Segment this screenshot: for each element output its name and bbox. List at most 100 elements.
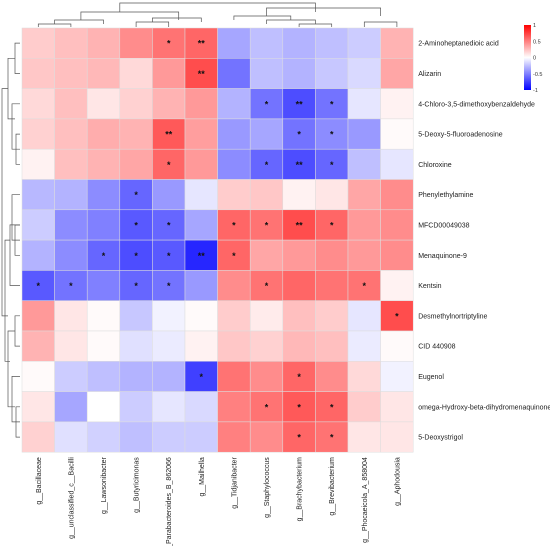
significance-star: * <box>363 281 367 291</box>
significance-star: * <box>265 99 269 109</box>
significance-stars: * ***** ** *** * ** * ** *** * * * ** ** * * ** ** * * * * ***… <box>37 39 400 443</box>
heatmap-cell <box>21 361 55 392</box>
dendrogram-branch <box>14 42 20 74</box>
heatmap-cell <box>282 239 316 271</box>
heatmap-cell <box>54 27 88 59</box>
row-label: omega-Hydroxy-beta-dihydromenaquinone-9 <box>418 404 550 411</box>
heatmap-cell <box>184 179 218 211</box>
heatmap-cell <box>152 88 186 120</box>
heatmap-cell <box>54 239 88 271</box>
dendrogram-branch <box>11 194 20 241</box>
column-label: g__Brachybacterium <box>297 457 304 521</box>
heatmap-cell <box>21 88 55 120</box>
heatmap-cell <box>184 391 218 423</box>
heatmap-cell <box>54 179 88 211</box>
heatmap-cell <box>119 27 153 59</box>
significance-star: * <box>37 281 41 291</box>
heatmap-cell <box>217 179 251 211</box>
heatmap-cell <box>282 361 316 392</box>
dendrogram-branch <box>1 88 8 317</box>
heatmap-cell <box>86 88 121 120</box>
heatmap-cell <box>249 148 284 180</box>
column-label: g__Phocaeicola_A_858004 <box>362 457 369 543</box>
heatmap-cell <box>249 179 284 211</box>
significance-star: * <box>134 190 138 200</box>
dendrogram-branch <box>135 21 170 27</box>
heatmap-cell <box>21 27 55 59</box>
heatmap-cell <box>21 421 55 453</box>
significance-star: ** <box>296 220 304 230</box>
column-label: g__Parabacteroides_B_862066 <box>166 457 173 546</box>
color-legend-tick: 0 <box>533 56 536 62</box>
heatmap-cell <box>347 421 381 453</box>
dendrogram-branch <box>7 57 15 120</box>
heatmap-cell <box>152 361 186 392</box>
significance-star: * <box>167 39 171 49</box>
significance-star: ** <box>165 130 173 140</box>
heatmap-cell <box>282 58 316 89</box>
row-label: MFCD00049038 <box>418 222 469 229</box>
heatmap-cell <box>347 58 381 89</box>
row-label: 4-Chloro-3,5-dimethoxybenzaldehyde <box>418 101 535 108</box>
heatmap-cell <box>347 300 381 332</box>
heatmap-cell <box>347 239 381 271</box>
heatmap-cell <box>315 148 349 180</box>
dendrogram-branch <box>54 19 104 24</box>
heatmap-cell <box>315 27 349 59</box>
heatmap-cell <box>347 391 381 423</box>
heatmap-cell <box>217 270 251 301</box>
dendrogram-branch <box>37 23 72 27</box>
significance-star: * <box>167 160 171 170</box>
heatmap-cell <box>282 27 316 59</box>
significance-star: * <box>330 220 334 230</box>
heatmap-cell <box>380 330 414 362</box>
heatmap-cell <box>86 270 121 301</box>
color-legend-tick: -0.5 <box>533 72 542 78</box>
heatmap-cell <box>380 27 414 59</box>
heatmap-cell <box>217 361 251 392</box>
heatmap-cell <box>347 88 381 120</box>
heatmap-cell <box>86 330 121 362</box>
heatmap-cell <box>21 148 55 180</box>
significance-star: * <box>330 402 334 412</box>
significance-star: ** <box>296 160 304 170</box>
significance-star: * <box>69 281 73 291</box>
dendrogram-branch <box>11 103 20 150</box>
row-label: 5-Deoxystrigol <box>418 435 463 442</box>
significance-star: * <box>265 402 269 412</box>
heatmap-cell <box>380 421 414 453</box>
heatmap-cell <box>184 27 218 59</box>
heatmap-cell <box>282 209 316 241</box>
heatmap-cell <box>315 330 349 362</box>
heatmap-cell <box>380 239 414 271</box>
heatmap-cell <box>119 300 153 332</box>
heatmap-cell <box>249 88 284 120</box>
heatmap-cell <box>249 239 284 271</box>
significance-star: * <box>232 220 236 230</box>
heatmap-cell <box>184 330 218 362</box>
heatmap-cell <box>315 391 349 423</box>
heatmap-cell <box>184 209 218 241</box>
significance-star: * <box>134 220 138 230</box>
heatmap-cell <box>119 239 153 271</box>
heatmap-cell <box>347 27 381 59</box>
heatmap-cell <box>380 179 414 211</box>
heatmap-cell <box>21 179 55 211</box>
heatmap-cell <box>380 88 414 120</box>
heatmap-cell <box>184 300 218 332</box>
row-label: Eugenol <box>418 374 444 381</box>
row-label: 5-Deoxy-5-fluoroadenosine <box>418 132 503 139</box>
heatmap-cell <box>119 330 153 362</box>
dendrogram-branch <box>266 7 381 16</box>
column-label: g__Brevibacterium <box>329 457 336 516</box>
heatmap-cells <box>21 27 414 453</box>
heatmap-cell <box>380 270 414 301</box>
dendrogram-branch <box>298 23 333 27</box>
column-labels: g__Bacillaceae g__unclassified_c__Bacilli… <box>36 457 402 546</box>
heatmap-cell <box>54 88 88 120</box>
significance-star: * <box>330 130 334 140</box>
heatmap-cell <box>86 27 121 59</box>
heatmap-cell <box>21 58 55 89</box>
column-label: g__Bacillaceae <box>36 457 43 505</box>
heatmap-cell <box>217 300 251 332</box>
